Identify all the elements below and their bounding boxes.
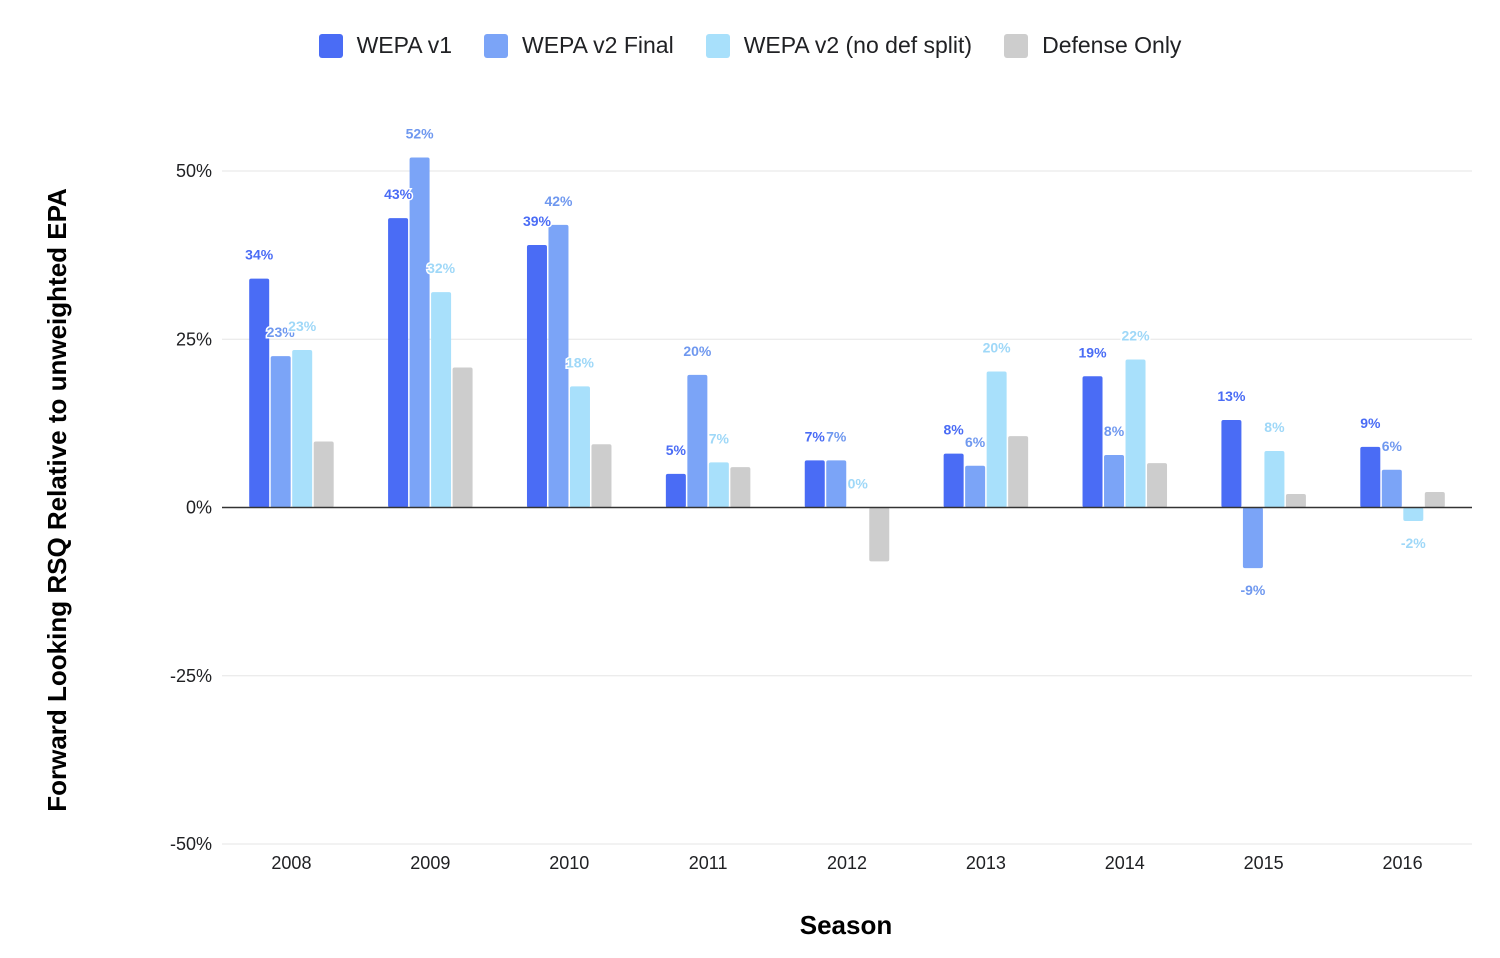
x-tick-label: 2008: [271, 853, 311, 873]
legend-swatch: [484, 33, 508, 58]
data-label: 6%: [965, 434, 986, 450]
data-label: 6%: [1382, 438, 1403, 454]
legend-label: WEPA v1: [356, 32, 452, 58]
bar: [591, 444, 612, 508]
data-label: 43%: [384, 186, 413, 202]
bar: [292, 350, 313, 508]
x-tick-label: 2010: [549, 853, 589, 873]
axes: 50% 25% 0% -25% -50% 2008 2009 2010 2011 2012 2013…: [170, 161, 1472, 873]
data-label: 5%: [666, 442, 687, 458]
bar: [869, 507, 890, 562]
bar: [708, 462, 729, 508]
legend-item: WEPA v1: [318, 32, 452, 59]
legend-label: Defense Only: [1042, 32, 1182, 58]
gridlines: [222, 170, 1472, 845]
x-tick-label: 2015: [1244, 853, 1284, 873]
bar: [687, 374, 708, 508]
bar: [1424, 492, 1445, 508]
bar: [431, 292, 452, 508]
data-label: 39%: [523, 213, 552, 229]
bar: [1082, 376, 1103, 508]
y-tick-label: 50%: [176, 161, 212, 181]
bar: [270, 356, 291, 508]
data-label: -2%: [1401, 535, 1426, 551]
bar: [1285, 494, 1306, 508]
bar: [826, 460, 847, 508]
x-tick-label: 2011: [689, 853, 728, 873]
bars: [249, 157, 1445, 569]
bar: [986, 371, 1007, 508]
data-label: 7%: [709, 430, 730, 446]
legend-label: WEPA v2 Final: [522, 32, 674, 58]
data-label: 8%: [944, 422, 965, 438]
bar: [1221, 420, 1242, 508]
y-tick-label: 25%: [176, 329, 212, 349]
data-label: 22%: [1122, 327, 1151, 343]
legend: WEPA v1 WEPA v2 Final WEPA v2 (no def spli…: [0, 32, 1500, 59]
x-tick-label: 2009: [410, 853, 450, 873]
data-label: 20%: [683, 343, 712, 359]
y-axis-title: Forward Looking RSQ Relative to unweight…: [42, 188, 72, 812]
data-label: 13%: [1217, 388, 1246, 404]
data-label: 0%: [848, 476, 869, 492]
y-tick-label: -50%: [170, 834, 212, 854]
data-label: 32%: [427, 260, 456, 276]
data-label: -9%: [1240, 582, 1265, 598]
legend-label: WEPA v2 (no def split): [743, 32, 973, 58]
legend-item: Defense Only: [1004, 32, 1181, 59]
bar: [1008, 436, 1029, 508]
data-label: 42%: [544, 193, 573, 209]
bar: [665, 473, 686, 508]
bar: [409, 157, 430, 508]
x-axis-title: Season: [800, 910, 893, 940]
data-label: 23%: [267, 324, 296, 340]
data-labels: 34%23%23%43%52%32%39%42%18%5%20%7% 7% 7%0%…: [244, 124, 1428, 600]
x-tick-label: 2016: [1383, 853, 1423, 873]
data-label: 23%: [288, 318, 317, 334]
bar: [943, 453, 964, 508]
data-label: 20%: [983, 340, 1012, 356]
y-tick-label: -25%: [170, 666, 212, 686]
data-label: 9%: [1360, 415, 1381, 431]
bar: [730, 467, 751, 508]
data-label: 8%: [1264, 419, 1285, 435]
bar: [1104, 455, 1125, 508]
bar: [548, 224, 569, 508]
y-tick-label: 0%: [186, 498, 212, 518]
bar: [569, 386, 590, 508]
bar: [1403, 507, 1424, 521]
legend-item: WEPA v2 (no def split): [705, 32, 973, 59]
legend-swatch: [318, 33, 343, 58]
bar: [1381, 469, 1402, 508]
bar: [1264, 450, 1285, 508]
data-label: 7%: [826, 428, 847, 444]
bar: [388, 218, 409, 508]
legend-swatch: [1004, 33, 1029, 58]
x-tick-label: 2012: [827, 853, 867, 873]
legend-swatch: [705, 33, 730, 58]
x-tick-label: 2013: [966, 853, 1006, 873]
data-label: 18%: [566, 354, 595, 370]
bar: [526, 245, 547, 508]
bar: [249, 278, 270, 508]
bar: [313, 441, 334, 508]
bar: [1147, 463, 1168, 508]
data-label: 19%: [1079, 344, 1108, 360]
x-tick-label: 2014: [1105, 853, 1145, 873]
bar: [452, 367, 473, 508]
bar: [804, 460, 825, 508]
data-label: 7%: [805, 428, 826, 444]
data-label: 52%: [406, 126, 435, 142]
data-label: 8%: [1104, 423, 1125, 439]
bar: [1125, 359, 1146, 508]
data-label: 34%: [245, 247, 274, 263]
bar: [1360, 446, 1381, 508]
bar: [965, 465, 986, 508]
bar: [1242, 507, 1263, 569]
legend-item: WEPA v2 Final: [484, 32, 674, 59]
